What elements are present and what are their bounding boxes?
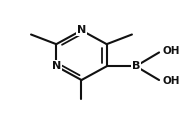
Text: N: N [77,25,86,35]
Text: B: B [132,61,140,71]
Text: OH: OH [163,46,180,56]
Text: OH: OH [163,76,180,86]
Text: N: N [52,61,61,71]
